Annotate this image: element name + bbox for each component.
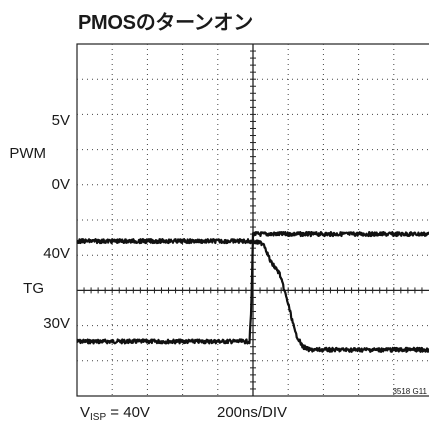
oscilloscope-grid xyxy=(76,43,429,397)
chart-title: PMOSのターンオン xyxy=(78,12,253,34)
condition-label: VISP = 40V xyxy=(80,404,150,423)
trace-tg xyxy=(76,238,429,353)
pwm-high-level-label: 5V xyxy=(51,112,70,129)
tg-low-level-label: 30V xyxy=(43,315,70,332)
trace-pwm xyxy=(76,231,429,345)
time-scale-label: 200ns/DIV xyxy=(217,404,288,421)
oscilloscope-traces xyxy=(76,231,429,353)
figure-id: 3518 G11 xyxy=(392,387,427,396)
tg-high-level-label: 40V xyxy=(43,245,70,262)
tg-channel-label: TG xyxy=(23,280,44,297)
pwm-low-level-label: 0V xyxy=(51,176,70,193)
pwm-channel-label: PWM xyxy=(9,145,46,162)
